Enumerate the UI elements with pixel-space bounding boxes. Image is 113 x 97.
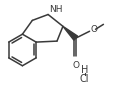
Text: O: O xyxy=(72,61,79,70)
Text: NH: NH xyxy=(49,4,62,13)
Text: O: O xyxy=(90,25,97,34)
Polygon shape xyxy=(62,26,77,40)
Text: H: H xyxy=(80,65,88,75)
Text: Cl: Cl xyxy=(79,74,89,84)
